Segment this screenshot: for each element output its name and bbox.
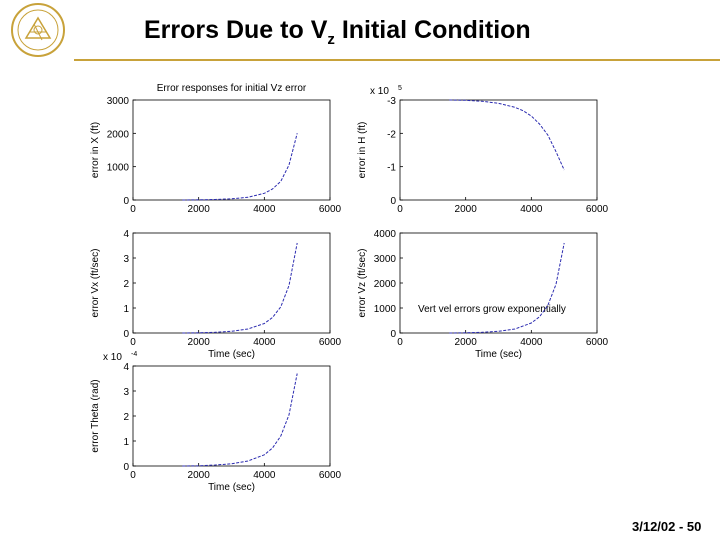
chart-5-x-axis-label: Time (sec) — [208, 482, 255, 493]
chart-4-y-tick-label: 4000 — [374, 229, 397, 240]
chart-4-x-tick-label: 6000 — [586, 337, 609, 348]
chart-1-x-tick-label: 2000 — [188, 204, 211, 215]
chart-5-y-axis-label: error Theta (rad) — [90, 379, 101, 452]
chart-1-series-line — [182, 133, 298, 201]
chart-3-x-tick-label: 4000 — [253, 337, 276, 348]
chart-1-x-tick-label: 4000 — [253, 204, 276, 215]
chart-3-x-tick-label: 6000 — [319, 337, 342, 348]
chart-3-y-tick-label: 2 — [123, 279, 129, 290]
chart-1-axes-frame — [132, 99, 331, 201]
chart-2-y-axis-label: error in H (ft) — [357, 122, 368, 179]
chart-3-axes-frame — [132, 232, 331, 334]
chart-4-x-axis-label: Time (sec) — [475, 349, 522, 360]
chart-2-y-tick-label: -3 — [387, 96, 396, 107]
chart-3-y-tick-label: 4 — [123, 229, 129, 240]
chart-5-y-tick-label: 3 — [123, 387, 129, 398]
chart-4-axes-frame — [399, 232, 598, 334]
chart-3-x-tick-label: 0 — [130, 337, 136, 348]
title-divider — [74, 59, 720, 61]
chart-2-x-tick-label: 2000 — [455, 204, 478, 215]
chart-4-annotation: Vert vel errors grow exponentially — [418, 304, 566, 315]
chart-1-y-tick-label: 3000 — [107, 96, 130, 107]
chart-1-y-tick-label: 0 — [123, 196, 129, 207]
chart-1-y-tick-label: 1000 — [107, 163, 130, 174]
chart-2-axis-multiplier: x 10 — [370, 86, 389, 97]
chart-5-axis-multiplier: x 10 — [103, 352, 122, 363]
chart-1-x-tick-label: 0 — [130, 204, 136, 215]
chart-5-y-tick-label: 4 — [123, 362, 129, 373]
chart-2-x-tick-label: 0 — [397, 204, 403, 215]
chart-5-y-tick-label: 2 — [123, 412, 129, 423]
chart-1-title: Error responses for initial Vz error — [157, 83, 307, 94]
chart-2-axis-multiplier-exponent: 5 — [398, 85, 402, 92]
chart-5-series-line — [182, 373, 298, 467]
chart-4-x-tick-label: 0 — [397, 337, 403, 348]
chart-2-y-tick-label: 0 — [390, 196, 396, 207]
slide-title-rest: Initial Condition — [334, 16, 531, 44]
chart-1-y-axis-label: error in X (ft) — [90, 122, 101, 178]
chart-2-x-tick-label: 6000 — [586, 204, 609, 215]
slide-title-subscript: z — [327, 31, 335, 48]
chart-5-x-tick-label: 4000 — [253, 470, 276, 481]
chart-5-x-tick-label: 0 — [130, 470, 136, 481]
chart-3-y-axis-label: error Vx (ft/sec) — [90, 249, 101, 318]
chart-5-x-tick-label: 2000 — [188, 470, 211, 481]
chart-1-y-tick-label: 2000 — [107, 129, 130, 140]
chart-1-x-tick-label: 6000 — [319, 204, 342, 215]
university-seal-logo — [11, 3, 65, 57]
chart-2-x-tick-label: 4000 — [520, 204, 543, 215]
chart-5-y-tick-label: 1 — [123, 437, 129, 448]
chart-5-y-tick-label: 0 — [123, 462, 129, 473]
chart-2-y-tick-label: -1 — [387, 163, 396, 174]
chart-5-x-tick-label: 6000 — [319, 470, 342, 481]
chart-3-y-tick-label: 3 — [123, 254, 129, 265]
chart-3-series-line — [182, 242, 298, 334]
chart-3-x-axis-label: Time (sec) — [208, 349, 255, 360]
chart-4-x-tick-label: 2000 — [455, 337, 478, 348]
chart-3-y-tick-label: 0 — [123, 329, 129, 340]
chart-5-axis-multiplier-exponent: -4 — [131, 351, 137, 358]
chart-3-y-tick-label: 1 — [123, 304, 129, 315]
slide-title-main: Errors Due to V — [144, 16, 328, 44]
chart-2-y-tick-label: -2 — [387, 129, 396, 140]
chart-2-axes-frame — [399, 99, 598, 201]
slide-title: Errors Due to Vz Initial Condition — [144, 16, 531, 48]
chart-4-x-tick-label: 4000 — [520, 337, 543, 348]
slide-footer: 3/12/02 - 50 — [632, 519, 702, 534]
chart-4-y-axis-label: error Vz (ft/sec) — [357, 249, 368, 318]
chart-3-x-tick-label: 2000 — [188, 337, 211, 348]
chart-4-y-tick-label: 3000 — [374, 254, 397, 265]
chart-5-axes-frame — [132, 365, 331, 467]
chart-4-y-tick-label: 2000 — [374, 279, 397, 290]
chart-4-y-tick-label: 0 — [390, 329, 396, 340]
chart-4-y-tick-label: 1000 — [374, 304, 397, 315]
chart-2-series-line — [449, 99, 565, 171]
chart-4-series-line — [449, 242, 565, 334]
